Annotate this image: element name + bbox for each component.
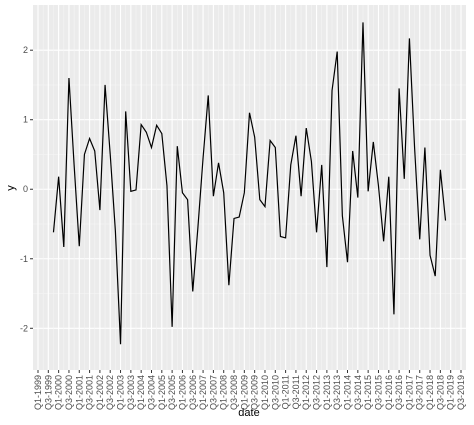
x-tick-label: Q1-2010	[260, 375, 270, 410]
x-tick-label: Q3-2012	[312, 375, 322, 410]
x-tick-label: Q1-2013	[322, 375, 332, 410]
x-tick-label: Q3-2001	[85, 375, 95, 410]
x-tick-label: Q3-2019	[456, 375, 466, 410]
x-tick-label: Q3-2015	[373, 375, 383, 410]
x-tick-label: Q1-2008	[219, 375, 229, 410]
x-tick-label: Q1-2014	[343, 375, 353, 410]
x-tick-label: Q3-2000	[64, 375, 74, 410]
x-tick-label: Q1-2016	[384, 375, 394, 410]
x-tick-label: Q3-2005	[167, 375, 177, 410]
x-tick-label: Q3-2007	[208, 375, 218, 410]
x-tick-label: Q3-1999	[43, 375, 53, 410]
y-tick-label: 0	[23, 184, 28, 194]
x-tick-label: Q3-2016	[394, 375, 404, 410]
x-tick-label: Q1-1999	[33, 375, 43, 410]
x-tick-label: Q1-2009	[239, 375, 249, 410]
y-axis-title: y	[5, 185, 17, 191]
x-tick-label: Q3-2008	[229, 375, 239, 410]
x-axis-title: date	[238, 407, 259, 419]
x-tick-label: Q1-2018	[425, 375, 435, 410]
y-tick-label: -1	[20, 254, 28, 264]
x-tick-label: Q1-2015	[363, 375, 373, 410]
x-tick-label: Q1-2005	[157, 375, 167, 410]
x-tick-label: Q1-2006	[177, 375, 187, 410]
x-tick-label: Q1-2011	[281, 375, 291, 409]
x-tick-label: Q3-2004	[146, 375, 156, 410]
x-tick-label: Q3-2018	[435, 375, 445, 410]
x-tick-label: Q3-2011	[291, 375, 301, 409]
x-tick-label: Q3-2017	[415, 375, 425, 410]
y-tick-label: -2	[20, 323, 28, 333]
x-tick-label: Q3-2003	[126, 375, 136, 410]
x-tick-label: Q1-2007	[198, 375, 208, 410]
x-tick-label: Q3-2006	[188, 375, 198, 410]
x-tick-label: Q3-2010	[270, 375, 280, 410]
x-tick-label: Q3-2014	[353, 375, 363, 410]
y-tick-label: 2	[23, 45, 28, 55]
x-tick-label: Q1-2004	[136, 375, 146, 410]
x-tick-label: Q1-2019	[446, 375, 456, 410]
x-tick-label: Q3-2002	[105, 375, 115, 410]
x-tick-label: Q1-2017	[404, 375, 414, 410]
x-tick-label: Q1-2003	[116, 375, 126, 410]
x-tick-label: Q3-2009	[250, 375, 260, 410]
x-tick-label: Q3-2013	[332, 375, 342, 410]
x-tick-label: Q1-2000	[54, 375, 64, 410]
x-tick-label: Q1-2002	[95, 375, 105, 410]
line	[52, 22, 447, 345]
x-tick-label: Q1-2001	[74, 375, 84, 410]
y-tick-label: 1	[23, 115, 28, 125]
x-tick-label: Q1-2012	[301, 375, 311, 410]
